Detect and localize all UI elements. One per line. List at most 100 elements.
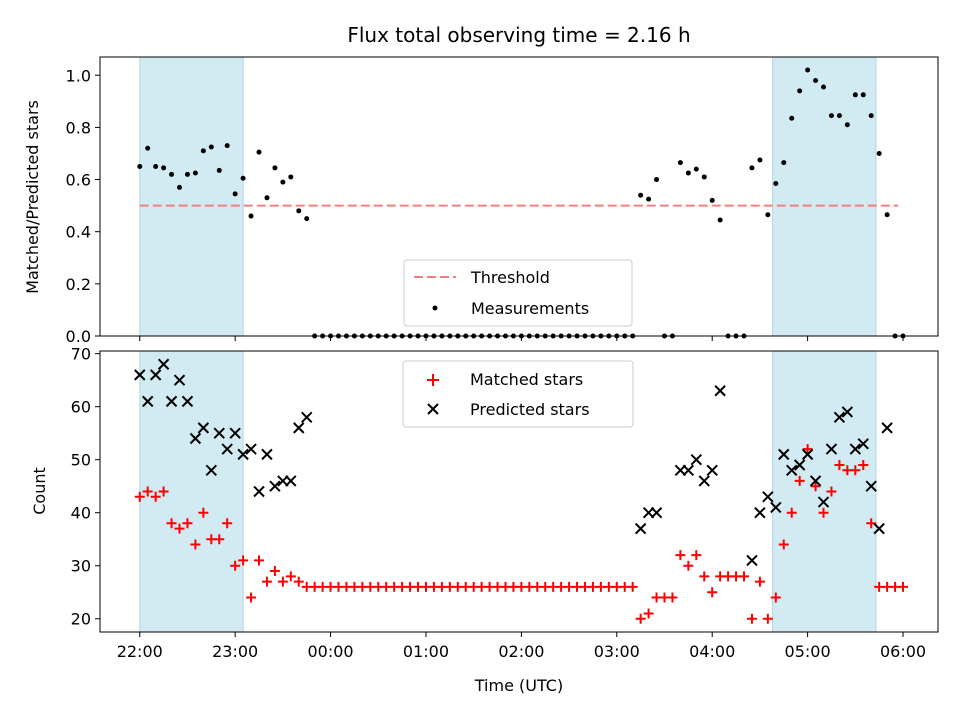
predicted-star-point bbox=[698, 475, 710, 487]
y-tick-label: 50 bbox=[71, 451, 91, 470]
matched-star-point bbox=[770, 592, 781, 603]
predicted-star-point bbox=[873, 522, 885, 535]
matched-star-point bbox=[142, 486, 153, 497]
predicted-star-point bbox=[141, 395, 154, 408]
measurement-point bbox=[177, 184, 183, 190]
matched-star-point bbox=[293, 576, 304, 587]
measurement-point bbox=[654, 177, 660, 183]
predicted-star-point bbox=[237, 448, 249, 461]
predicted-star-point bbox=[881, 422, 893, 434]
measurement-point bbox=[844, 122, 850, 128]
measurement-point bbox=[208, 144, 214, 150]
top-panel: 0.0 0.2 0.4 0.6 0.8 1.0 Matched/Predicted sta… bbox=[23, 56, 939, 346]
x-axis-label: Time (UTC) bbox=[474, 676, 563, 695]
matched-star-point bbox=[834, 459, 845, 470]
measurement-point bbox=[813, 77, 819, 83]
y-tick-label: 0.0 bbox=[66, 327, 91, 346]
measurement-point bbox=[169, 171, 175, 177]
predicted-star-point bbox=[817, 496, 830, 508]
predicted-star-point bbox=[841, 406, 854, 418]
predicted-star-point bbox=[825, 443, 838, 455]
predicted-star-point bbox=[134, 369, 146, 381]
measurement-point bbox=[749, 165, 755, 171]
bottom-panel: 20 30 40 50 60 70 22:00 23:00 00:00 01:00 02:00 03… bbox=[30, 345, 939, 695]
measurement-point bbox=[272, 165, 278, 171]
matched-star-point bbox=[174, 523, 185, 534]
measurement-point bbox=[153, 164, 159, 170]
predicted-star-point bbox=[706, 464, 718, 476]
matched-star-point bbox=[230, 560, 241, 571]
matched-star-point bbox=[683, 560, 694, 571]
matched-star-point bbox=[810, 481, 821, 492]
predicted-star-point bbox=[809, 475, 822, 487]
legend-predicted-swatch bbox=[427, 403, 439, 415]
matched-star-point bbox=[826, 486, 837, 497]
predicted-star-point bbox=[181, 395, 194, 408]
predicted-star-point bbox=[165, 395, 178, 408]
measurement-point bbox=[789, 115, 795, 121]
matched-star-point bbox=[754, 576, 765, 587]
predicted-star-point bbox=[849, 443, 862, 455]
top-y-axis-label: Matched/Predicted stars bbox=[23, 100, 42, 294]
measurement-point bbox=[685, 170, 691, 176]
predicted-star-point bbox=[245, 443, 257, 455]
measurement-point bbox=[836, 113, 842, 119]
measurement-point bbox=[304, 216, 310, 222]
predicted-star-point bbox=[865, 480, 877, 492]
matched-star-point bbox=[762, 613, 773, 624]
predicted-star-point bbox=[857, 438, 869, 450]
y-tick-label: 70 bbox=[71, 345, 91, 364]
measurement-point bbox=[757, 157, 763, 163]
measurement-point bbox=[828, 113, 834, 119]
measurement-point bbox=[773, 180, 779, 186]
predicted-star-point bbox=[189, 432, 202, 445]
measurement-point bbox=[248, 213, 254, 219]
legend-measurements-label: Measurements bbox=[471, 299, 589, 318]
x-tick-label: 03:00 bbox=[594, 642, 640, 661]
shaded-region bbox=[139, 350, 244, 633]
measurement-point bbox=[821, 84, 827, 90]
y-tick-label: 30 bbox=[71, 557, 91, 576]
shaded-region bbox=[139, 56, 244, 337]
matched-star-point bbox=[627, 581, 638, 592]
matched-star-point bbox=[739, 571, 750, 582]
matched-star-point bbox=[166, 518, 177, 529]
predicted-star-point bbox=[650, 507, 663, 519]
measurement-point bbox=[717, 217, 723, 223]
predicted-star-point bbox=[213, 427, 225, 439]
matched-star-point bbox=[158, 486, 169, 497]
predicted-star-point bbox=[269, 480, 281, 492]
chart-title: Flux total observing time = 2.16 h bbox=[347, 23, 690, 47]
x-tick-label: 01:00 bbox=[403, 642, 449, 661]
bottom-x-ticks: 22:00 23:00 00:00 01:00 02:00 03:00 04:00 05:00… bbox=[117, 632, 926, 661]
measurement-point bbox=[192, 170, 198, 176]
matched-star-point bbox=[269, 566, 280, 577]
bottom-legend-box bbox=[402, 360, 634, 428]
measurement-point bbox=[709, 197, 715, 203]
measurement-point bbox=[280, 179, 286, 185]
predicted-star-point bbox=[149, 369, 162, 381]
predicted-star-point bbox=[285, 475, 297, 487]
matched-star-point bbox=[261, 576, 272, 587]
predicted-star-point bbox=[793, 459, 806, 471]
matched-star-point bbox=[778, 539, 789, 550]
matched-star-point bbox=[254, 555, 265, 566]
predicted-star-point bbox=[157, 358, 170, 370]
predicted-star-point bbox=[786, 464, 798, 476]
measurement-point bbox=[216, 167, 222, 173]
measurement-point bbox=[137, 164, 143, 170]
measurement-point bbox=[184, 171, 190, 177]
predicted-star-point bbox=[301, 411, 313, 423]
predicted-stars-points bbox=[134, 358, 893, 567]
y-tick-label: 60 bbox=[71, 398, 91, 417]
x-tick-label: 05:00 bbox=[785, 642, 831, 661]
matched-stars-points bbox=[134, 444, 909, 624]
measurement-point bbox=[852, 92, 858, 98]
matched-star-point bbox=[198, 507, 209, 518]
matched-star-point bbox=[818, 507, 829, 518]
top-legend-box bbox=[403, 259, 633, 327]
measurement-point bbox=[701, 174, 707, 180]
x-tick-label: 22:00 bbox=[117, 642, 163, 661]
matched-star-point bbox=[150, 491, 161, 502]
